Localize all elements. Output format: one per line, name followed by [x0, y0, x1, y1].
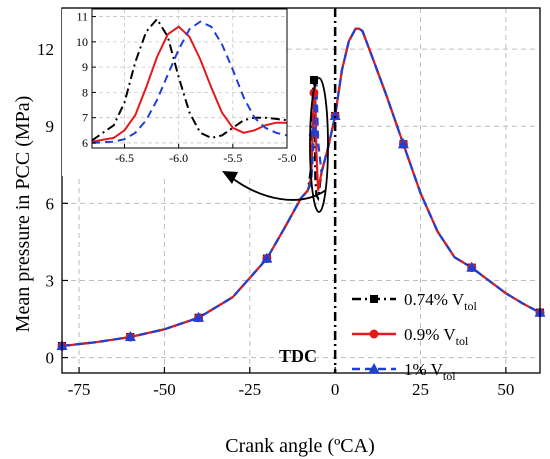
- y-axis-label: Mean pressure in PCC (MPa): [12, 96, 34, 333]
- y-tick-label: 0: [46, 349, 55, 368]
- legend-marker-1: [369, 329, 379, 339]
- x-tick-label: 25: [412, 380, 429, 399]
- inset-y-tick-label: 7: [82, 111, 88, 125]
- data-point-2: [329, 109, 341, 120]
- data-point-2: [308, 125, 320, 136]
- inset-y-tick-label: 10: [76, 35, 88, 49]
- inset-x-tick-label: -5.0: [278, 151, 297, 165]
- inset-y-tick-label: 6: [82, 136, 88, 150]
- inset-x-tick-label: -6.5: [115, 151, 134, 165]
- legend-marker-0: [370, 295, 378, 303]
- inset-series-line-0: [91, 17, 288, 142]
- zoom-callout: [222, 77, 329, 213]
- inset-series-line-2: [91, 20, 288, 144]
- series-line-2: [61, 27, 541, 348]
- y-tick-label: 9: [46, 117, 55, 136]
- x-tick-label: 50: [497, 380, 514, 399]
- zoom-ellipse: [309, 77, 329, 213]
- callout-arrow: [231, 177, 327, 201]
- legend-label-0: 0.74% Vtol: [404, 290, 477, 313]
- inset-series-line-1: [91, 25, 287, 143]
- y-tick-labels: 0 3 6 9 12: [37, 40, 54, 367]
- x-tick-label: -50: [153, 380, 176, 399]
- inset-zoom-plot: -6.5 -6.0 -5.5 -5.0 6 7 8 9 10 11: [62, 8, 297, 176]
- inset-frame: [91, 8, 288, 149]
- data-point-2: [397, 138, 409, 149]
- legend-label-1: 0.9% Vtol: [404, 325, 469, 348]
- legend-label-2: 1% Vtol: [404, 360, 456, 383]
- callout-arrowhead: [222, 171, 238, 184]
- x-tick-labels: -75 -50 -25 0 25 50: [68, 380, 515, 399]
- inset-x-tick-label: -5.5: [223, 151, 242, 165]
- data-point-2: [466, 261, 478, 272]
- x-axis-label: Crank angle (ºCA): [225, 435, 375, 457]
- x-tick-label: 0: [331, 380, 340, 399]
- tdc-label: TDC: [279, 346, 317, 366]
- x-tick-label: -25: [238, 380, 261, 399]
- data-point-2: [193, 311, 205, 322]
- data-point-0: [309, 75, 318, 84]
- y-tick-label: 3: [46, 271, 55, 290]
- legend-marker-2: [368, 363, 380, 373]
- data-point-2: [124, 331, 136, 342]
- inset-y-tick-label: 8: [82, 85, 88, 99]
- data-point-2: [261, 252, 273, 263]
- inset-y-tick-label: 9: [82, 60, 88, 74]
- series-group: [56, 27, 546, 351]
- y-tick-label: 6: [46, 194, 55, 213]
- legend: 0.74% Vtol 0.9% Vtol 1% Vtol: [352, 290, 477, 383]
- y-tick-label: 12: [37, 40, 54, 59]
- inset-x-tick-label: -6.0: [169, 151, 188, 165]
- x-tick-label: -75: [68, 380, 91, 399]
- inset-y-tick-label: 11: [76, 10, 88, 24]
- plot-frame: [61, 7, 541, 374]
